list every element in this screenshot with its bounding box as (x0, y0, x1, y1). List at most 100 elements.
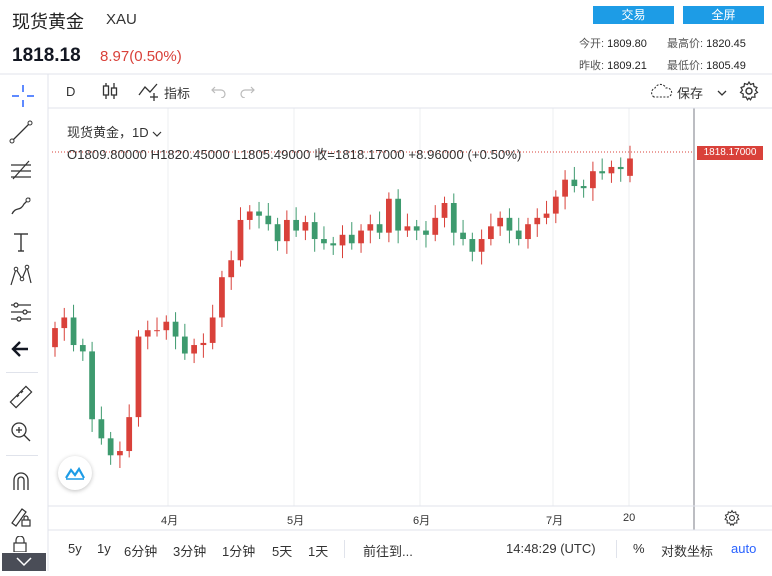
prev-close-stat: 昨收: 1809.21 (579, 60, 647, 72)
prediction-tool-icon[interactable] (6, 297, 36, 327)
candle-body (89, 351, 95, 420)
candle-body (144, 330, 151, 337)
auto-scale-toggle[interactable]: auto (731, 541, 757, 556)
candle-body (590, 171, 596, 189)
tradingview-logo-icon[interactable] (58, 456, 92, 490)
candle-body (404, 226, 411, 231)
candle-body (562, 179, 568, 197)
chart-legend-title[interactable]: 现货黄金，1D (67, 122, 162, 141)
ruler-icon[interactable] (6, 382, 36, 412)
lock-icon[interactable] (8, 535, 32, 557)
axis-settings-gear-icon[interactable] (723, 509, 741, 532)
indicators-button[interactable]: 指标 (164, 86, 191, 101)
indicators-icon[interactable] (137, 81, 161, 106)
candle-body (413, 226, 420, 231)
candle-body (274, 224, 281, 242)
fullscreen-button[interactable]: 全屏 (683, 6, 764, 24)
range-5y[interactable]: 5y (68, 541, 82, 556)
gear-icon[interactable] (738, 80, 760, 107)
fibonacci-tool-icon[interactable] (6, 155, 36, 185)
candle-body (219, 277, 225, 318)
candle-body (617, 166, 624, 170)
save-button[interactable]: 保存 (677, 86, 704, 101)
candle-body (608, 166, 615, 174)
lock-drawing-icon[interactable] (6, 501, 36, 531)
chart-legend-ohlc: O1809.80000 H1820.45000 L1805.49000 收=18… (67, 147, 522, 162)
candle-body (228, 260, 235, 278)
low-stat: 最低价: 1805.49 (667, 60, 746, 72)
candle-body (126, 417, 133, 452)
range-1min[interactable]: 1分钟 (222, 544, 256, 559)
candle-body (488, 226, 494, 240)
range-1d[interactable]: 1天 (308, 544, 329, 559)
range-1y[interactable]: 1y (97, 541, 111, 556)
candle-body (209, 317, 216, 343)
instrument-title: 现货黄金 (12, 12, 84, 32)
open-stat: 今开: 1809.80 (579, 38, 647, 50)
x-tick-apr: 4月 (161, 515, 179, 527)
candle-body (200, 342, 207, 346)
instrument-symbol: XAU (106, 11, 137, 28)
interval-select[interactable]: D (66, 84, 76, 99)
candle-body (135, 336, 142, 418)
candle-body (627, 158, 633, 176)
collapse-toolbar-button[interactable] (2, 553, 46, 571)
candle-body (330, 243, 337, 246)
candle-body (534, 217, 541, 225)
brush-tool-icon[interactable] (6, 192, 36, 222)
high-stat: 最高价: 1820.45 (667, 38, 746, 50)
trade-button[interactable]: 交易 (593, 6, 674, 24)
last-price-tag: 1818.17000 (697, 146, 763, 160)
percent-toggle[interactable]: % (633, 541, 645, 556)
crosshair-icon[interactable] (10, 83, 36, 114)
candle-body (441, 203, 448, 218)
cloud-icon[interactable] (648, 83, 674, 104)
candle-body (385, 198, 392, 233)
range-3min[interactable]: 3分钟 (173, 544, 207, 559)
arrow-left-icon[interactable] (6, 334, 36, 364)
candle-body (256, 211, 262, 216)
candle-body (599, 171, 606, 174)
candle-body (293, 219, 300, 231)
bottom-divider (616, 540, 617, 558)
zoom-in-icon[interactable] (6, 417, 36, 447)
x-tick-jul: 7月 (546, 515, 564, 527)
candle-body (432, 217, 439, 235)
candle-body (237, 219, 244, 261)
pattern-tool-icon[interactable] (6, 261, 36, 291)
candle-body (580, 186, 587, 189)
candle-body (376, 224, 383, 233)
candle-body (395, 198, 402, 231)
candle-body (79, 345, 86, 352)
magnet-icon[interactable] (6, 466, 36, 496)
candles (52, 145, 633, 468)
candle-body (163, 321, 170, 331)
candle-body (469, 239, 476, 252)
x-tick-jun: 6月 (413, 515, 431, 527)
goto-date-button[interactable]: 前往到... (363, 544, 413, 559)
candle-body (107, 438, 114, 456)
candle-body (265, 215, 272, 225)
candle-body (117, 451, 123, 456)
clock-time: 14:48:29 (UTC) (506, 541, 596, 556)
range-5d[interactable]: 5天 (272, 544, 293, 559)
candle-body (358, 230, 364, 244)
candle-style-icon[interactable] (101, 81, 119, 106)
chevron-down-icon[interactable] (716, 85, 728, 103)
log-scale-toggle[interactable]: 对数坐标 (661, 544, 714, 559)
redo-icon[interactable] (238, 84, 256, 103)
candle-body (478, 239, 485, 252)
trendline-tool-icon[interactable] (6, 117, 36, 147)
candle-body (302, 222, 309, 231)
candle-body (191, 345, 197, 354)
candle-body (506, 217, 513, 231)
text-tool-icon[interactable] (6, 227, 36, 257)
candle-body (61, 317, 68, 329)
candle-body (450, 203, 457, 233)
undo-icon[interactable] (210, 84, 228, 103)
range-6min[interactable]: 6分钟 (124, 544, 158, 559)
candle-body (52, 328, 58, 348)
candle-body (423, 230, 429, 235)
candle-body (181, 336, 188, 354)
